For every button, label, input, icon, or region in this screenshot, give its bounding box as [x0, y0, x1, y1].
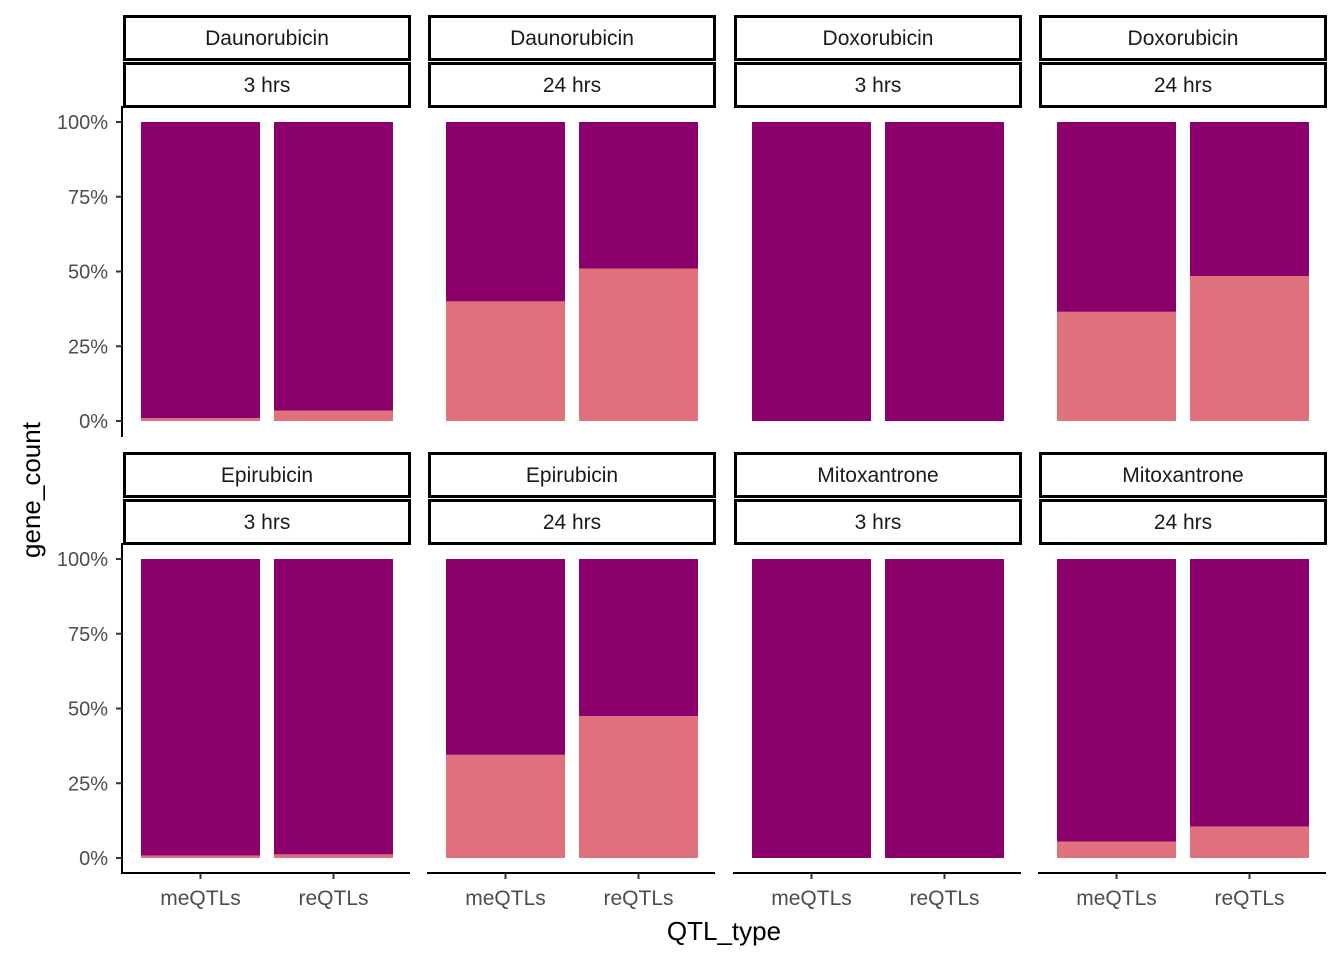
bar-epirubicin-3-hrs-meqtls-upper — [141, 559, 260, 856]
y-axis-title: gene_count — [16, 421, 46, 558]
facet-strip-drug — [123, 15, 411, 61]
facet-label-time: 24 hrs — [1154, 74, 1212, 97]
facet-label-drug: Mitoxantrone — [1122, 464, 1243, 487]
y-tick-label: 0% — [79, 411, 108, 433]
facet-strip-time — [428, 62, 716, 108]
facet-label-drug: Epirubicin — [221, 464, 313, 487]
y-tick-label: 100% — [57, 112, 108, 134]
bar-doxorubicin-24-hrs-reqtls-upper — [1190, 122, 1309, 276]
facet-label-time: 3 hrs — [244, 74, 291, 97]
bar-mitoxantrone-3-hrs-reqtls-upper — [885, 559, 1004, 858]
x-tick-label: reQTLs — [1214, 887, 1284, 910]
bar-mitoxantrone-24-hrs-meqtls-upper — [1057, 559, 1176, 842]
facet-strip-drug — [1039, 452, 1327, 498]
bar-daunorubicin-24-hrs-meqtls-upper — [446, 122, 565, 302]
y-tick-label: 50% — [68, 262, 108, 284]
bar-doxorubicin-24-hrs-meqtls-lower — [1057, 311, 1176, 421]
facet-label-time: 3 hrs — [855, 74, 902, 97]
y-tick-label: 100% — [57, 549, 108, 571]
bar-epirubicin-3-hrs-reqtls-lower — [274, 854, 393, 858]
facet-strip-time — [734, 62, 1022, 108]
x-tick-label: reQTLs — [909, 887, 979, 910]
facet-strip-drug — [428, 15, 716, 61]
bar-doxorubicin-3-hrs-reqtls-upper — [885, 122, 1004, 421]
y-tick-label: 0% — [79, 848, 108, 870]
x-tick-label: reQTLs — [298, 887, 368, 910]
facet-strip-time — [1039, 62, 1327, 108]
bar-doxorubicin-24-hrs-meqtls-upper — [1057, 122, 1176, 312]
facet-strip-time — [123, 499, 411, 545]
facet-strip-time — [734, 499, 1022, 545]
bar-daunorubicin-3-hrs-meqtls-upper — [141, 122, 260, 419]
x-axis-title: QTL_type — [667, 916, 781, 946]
facet-label-drug: Daunorubicin — [510, 27, 634, 50]
bar-daunorubicin-24-hrs-meqtls-lower — [446, 301, 565, 421]
facet-label-time: 24 hrs — [543, 511, 601, 534]
facet-strip-time — [428, 499, 716, 545]
bar-epirubicin-24-hrs-reqtls-upper — [579, 559, 698, 716]
facet-label-drug: Mitoxantrone — [817, 464, 938, 487]
bar-daunorubicin-3-hrs-meqtls-lower — [141, 418, 260, 421]
facet-strip-drug — [123, 452, 411, 498]
bar-daunorubicin-3-hrs-reqtls-upper — [274, 122, 393, 411]
bar-daunorubicin-24-hrs-reqtls-lower — [579, 268, 698, 421]
facet-label-drug: Daunorubicin — [205, 27, 329, 50]
y-tick-label: 25% — [68, 336, 108, 358]
bar-epirubicin-24-hrs-meqtls-upper — [446, 559, 565, 755]
bar-daunorubicin-24-hrs-reqtls-upper — [579, 122, 698, 269]
bar-mitoxantrone-24-hrs-meqtls-lower — [1057, 841, 1176, 858]
facet-label-drug: Doxorubicin — [823, 27, 934, 50]
facet-label-drug: Epirubicin — [526, 464, 618, 487]
x-tick-label: meQTLs — [771, 887, 852, 910]
y-tick-label: 75% — [68, 624, 108, 646]
bar-epirubicin-24-hrs-meqtls-lower — [446, 754, 565, 858]
bar-doxorubicin-24-hrs-reqtls-lower — [1190, 275, 1309, 421]
x-tick-label: reQTLs — [603, 887, 673, 910]
facet-label-time: 3 hrs — [244, 511, 291, 534]
facet-strip-drug — [734, 15, 1022, 61]
facet-strip-drug — [734, 452, 1022, 498]
facet-label-time: 24 hrs — [1154, 511, 1212, 534]
facet-strip-drug — [1039, 15, 1327, 61]
bar-doxorubicin-3-hrs-meqtls-upper — [752, 122, 871, 421]
x-tick-label: meQTLs — [1076, 887, 1157, 910]
y-tick-label: 75% — [68, 187, 108, 209]
facet-strip-time — [1039, 499, 1327, 545]
bar-epirubicin-3-hrs-meqtls-lower — [141, 855, 260, 858]
facet-strip-drug — [428, 452, 716, 498]
facet-label-time: 24 hrs — [543, 74, 601, 97]
x-tick-label: meQTLs — [465, 887, 546, 910]
y-tick-label: 50% — [68, 699, 108, 721]
bar-daunorubicin-3-hrs-reqtls-lower — [274, 410, 393, 421]
facet-label-drug: Doxorubicin — [1128, 27, 1239, 50]
bar-mitoxantrone-24-hrs-reqtls-lower — [1190, 826, 1309, 858]
facet-label-time: 3 hrs — [855, 511, 902, 534]
bar-epirubicin-24-hrs-reqtls-lower — [579, 715, 698, 858]
facet-strip-time — [123, 62, 411, 108]
bar-epirubicin-3-hrs-reqtls-upper — [274, 559, 393, 855]
bar-mitoxantrone-24-hrs-reqtls-upper — [1190, 559, 1309, 827]
bar-mitoxantrone-3-hrs-meqtls-upper — [752, 559, 871, 858]
x-tick-label: meQTLs — [160, 887, 241, 910]
y-tick-label: 25% — [68, 773, 108, 795]
